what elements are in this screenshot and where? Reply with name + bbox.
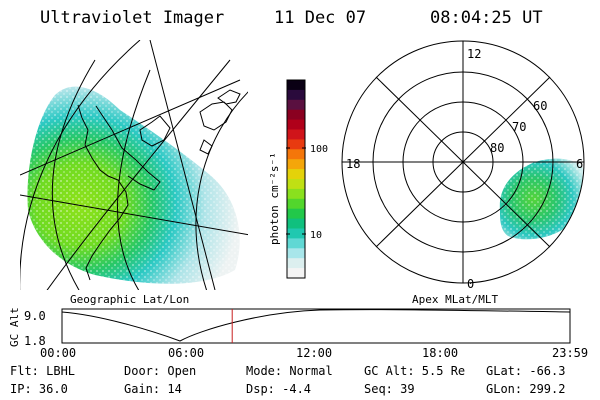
instrument-title: Ultraviolet Imager (40, 8, 225, 28)
colorbar-swatch (287, 188, 305, 200)
colorbar-swatch (287, 169, 305, 180)
door-info: Door: Open (124, 364, 197, 378)
ip-info: IP: 36.0 (10, 382, 68, 396)
geographic-caption: Geographic Lat/Lon (70, 293, 189, 306)
colorbar-swatch (287, 159, 305, 170)
apex-caption: Apex MLat/MLT (412, 293, 498, 306)
colorbar-swatch (287, 208, 305, 220)
mode-info: Mode: Normal (246, 364, 333, 378)
colorbar-swatch (287, 248, 305, 259)
xtick-0000: 00:00 (40, 346, 76, 360)
colorbar-tick-10: 10 (310, 230, 322, 241)
colorbar-swatch (287, 99, 305, 111)
colorbar-swatch (287, 129, 305, 140)
polar-plot: 12 18 6 0 60 70 80 (341, 40, 585, 291)
glat-info: GLat: -66.3 (486, 364, 566, 378)
date-label: 11 Dec 07 (274, 8, 367, 28)
xtick-0600: 06:00 (168, 346, 204, 360)
dsp-info: Dsp: -4.4 (246, 382, 312, 396)
colorbar-swatch (287, 139, 305, 150)
altitude-curve (61, 309, 571, 342)
mlt-label-0: 0 (467, 277, 474, 291)
map-grid (20, 40, 248, 290)
colorbar-swatch (287, 179, 305, 190)
mlat-label-70: 70 (512, 120, 526, 134)
polar-grid (341, 40, 585, 284)
colorbar-label: photon cm⁻²s⁻¹ (268, 152, 281, 245)
colorbar-swatch (287, 258, 305, 269)
colorbar-frame (286, 79, 306, 279)
altitude-plot (61, 308, 571, 344)
mlt-label-18: 18 (346, 157, 360, 171)
altitude-ylabel: GC Alt (8, 307, 21, 347)
altitude-plot-frame (61, 308, 571, 344)
colorbar-swatch (287, 119, 305, 131)
gain-info: Gain: 14 (124, 382, 182, 396)
altitude-ytick-bottom: 1.8 (24, 334, 46, 348)
mlt-label-6: 6 (576, 157, 583, 171)
colorbar-swatch (287, 198, 305, 210)
xtick-1800: 18:00 (422, 346, 458, 360)
left-panel-caption: Geographic Lat/Lon (70, 293, 189, 306)
mlt-label-12: 12 (467, 47, 481, 61)
colorbar-swatch (287, 228, 305, 239)
aurora-image-right (499, 158, 584, 240)
colorbar-swatch (287, 149, 305, 160)
xtick-2359: 23:59 (552, 346, 588, 360)
time-label: 08:04:25 UT (430, 8, 543, 28)
colorbar-swatch (287, 80, 305, 91)
colorbar-swatch (287, 268, 305, 279)
colorbar-swatch (287, 109, 305, 121)
aurora-image-left (27, 86, 240, 284)
xtick-1200: 12:00 (296, 346, 332, 360)
colorbar (286, 79, 306, 279)
coastlines (77, 89, 241, 281)
colorbar-ticks (286, 147, 306, 235)
colorbar-swatch (287, 238, 305, 249)
glon-info: GLon: 299.2 (486, 382, 566, 396)
geographic-map (20, 40, 248, 290)
gc-alt-info: GC Alt: 5.5 Re (364, 364, 466, 378)
altitude-ytick-top: 9.0 (24, 309, 46, 323)
mlat-label-80: 80 (490, 141, 504, 155)
mlat-label-60: 60 (533, 99, 547, 113)
colorbar-swatch (287, 218, 305, 230)
filter-info: Flt: LBHL (10, 364, 76, 378)
seq-info: Seq: 39 (364, 382, 415, 396)
colorbar-tick-100: 100 (310, 144, 328, 155)
colorbar-swatch (287, 89, 305, 101)
